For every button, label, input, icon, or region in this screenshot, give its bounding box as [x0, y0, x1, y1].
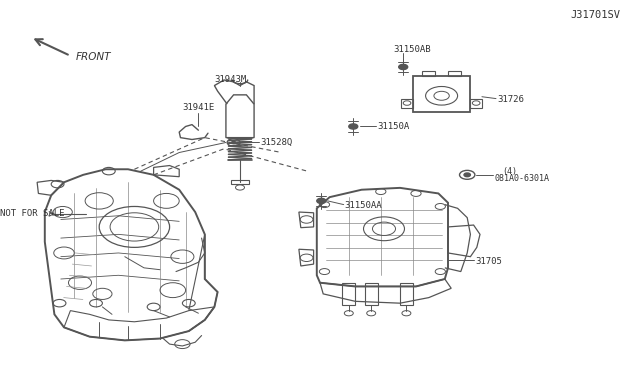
Text: 31943M: 31943M: [214, 76, 246, 84]
Bar: [470, 99, 482, 108]
Bar: [231, 180, 249, 184]
Circle shape: [349, 124, 358, 129]
Bar: [448, 71, 461, 76]
Text: 31150A: 31150A: [377, 122, 409, 131]
Bar: [413, 76, 470, 112]
Text: 31150AB: 31150AB: [394, 45, 431, 54]
Text: (4): (4): [502, 167, 517, 176]
Circle shape: [317, 198, 326, 203]
Text: NOT FOR SALE: NOT FOR SALE: [0, 209, 65, 218]
Text: 31726: 31726: [497, 95, 524, 104]
Circle shape: [399, 64, 408, 70]
Text: FRONT: FRONT: [76, 52, 111, 61]
Text: 31705: 31705: [475, 257, 502, 266]
Bar: [401, 99, 413, 108]
Circle shape: [464, 173, 470, 177]
Text: 31528Q: 31528Q: [260, 138, 292, 147]
Bar: [422, 71, 435, 76]
Text: 31150AA: 31150AA: [344, 201, 382, 210]
Text: 31941E: 31941E: [182, 103, 214, 112]
Text: J31701SV: J31701SV: [571, 10, 621, 20]
Circle shape: [232, 141, 236, 144]
Text: 081A0-6301A: 081A0-6301A: [494, 174, 549, 183]
